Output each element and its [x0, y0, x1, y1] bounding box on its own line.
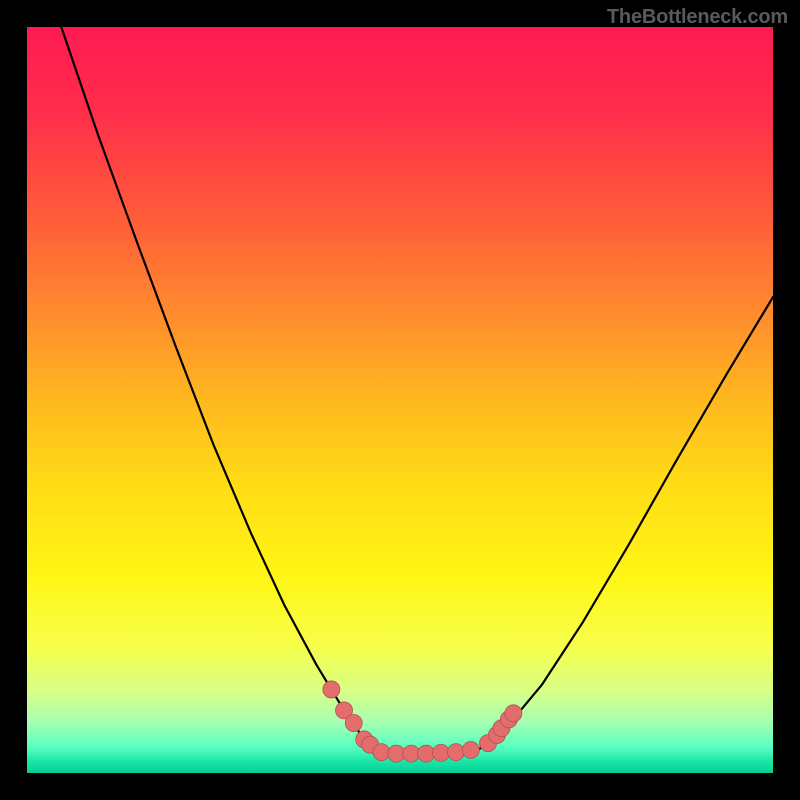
gradient-background — [27, 27, 773, 773]
curve-marker — [447, 744, 464, 761]
curve-marker — [345, 715, 362, 732]
curve-marker — [505, 705, 522, 722]
curve-marker — [403, 745, 420, 762]
curve-marker — [462, 741, 479, 758]
curve-marker — [388, 745, 405, 762]
watermark-text: TheBottleneck.com — [607, 6, 788, 29]
curve-marker — [373, 744, 390, 761]
curve-marker — [433, 744, 450, 761]
curve-marker — [418, 745, 435, 762]
chart-frame: TheBottleneck.com — [0, 0, 800, 800]
chart-svg — [27, 27, 773, 773]
plot-area — [27, 27, 773, 773]
curve-marker — [323, 681, 340, 698]
